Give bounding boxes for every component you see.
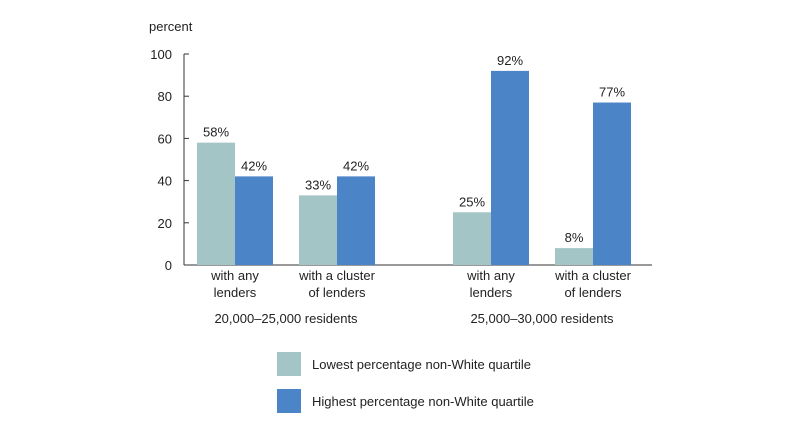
category-label: with a cluster	[298, 268, 376, 283]
bars: 58% 42% 33% 42% 25% 92% 8% 77%	[197, 53, 631, 265]
legend-swatch	[277, 389, 301, 413]
bar-value-label: 8%	[565, 230, 584, 245]
bar	[593, 102, 631, 265]
y-tick-label: 20	[158, 216, 172, 231]
category-label: with any	[466, 268, 515, 283]
category-label: lenders	[214, 285, 257, 300]
category-label: with a cluster	[554, 268, 632, 283]
bar-value-label: 92%	[497, 53, 523, 68]
bar	[197, 142, 235, 265]
y-tick-label: 100	[150, 47, 172, 62]
category-label: of lenders	[308, 285, 366, 300]
bar	[491, 70, 529, 265]
bar-value-label: 33%	[305, 177, 331, 192]
category-label: of lenders	[564, 285, 622, 300]
group-label: 20,000–25,000 residents	[214, 311, 358, 326]
bar-value-label: 42%	[241, 158, 267, 173]
group-label: 25,000–30,000 residents	[470, 311, 614, 326]
bar	[453, 212, 491, 265]
category-label: lenders	[470, 285, 513, 300]
x-axis-labels: with any lenders with a cluster of lenders 2…	[210, 268, 631, 326]
legend-swatch	[277, 352, 301, 376]
legend-label: Lowest percentage non-White quartile	[312, 357, 531, 372]
bar	[555, 248, 593, 265]
y-tick-label: 0	[165, 258, 172, 273]
bar-value-label: 42%	[343, 158, 369, 173]
y-tick-label: 40	[158, 174, 172, 189]
bar-value-label: 58%	[203, 125, 229, 140]
bar	[337, 176, 375, 265]
y-tick-label: 60	[158, 131, 172, 146]
legend-label: Highest percentage non-White quartile	[312, 394, 534, 409]
category-label: with any	[210, 268, 259, 283]
bar-value-label: 25%	[459, 194, 485, 209]
bar	[235, 176, 273, 265]
y-axis-label: percent	[149, 19, 193, 34]
bar	[299, 195, 337, 265]
y-tick-label: 80	[158, 89, 172, 104]
legend: Lowest percentage non-White quartile High…	[277, 352, 534, 413]
bar-value-label: 77%	[599, 85, 625, 100]
